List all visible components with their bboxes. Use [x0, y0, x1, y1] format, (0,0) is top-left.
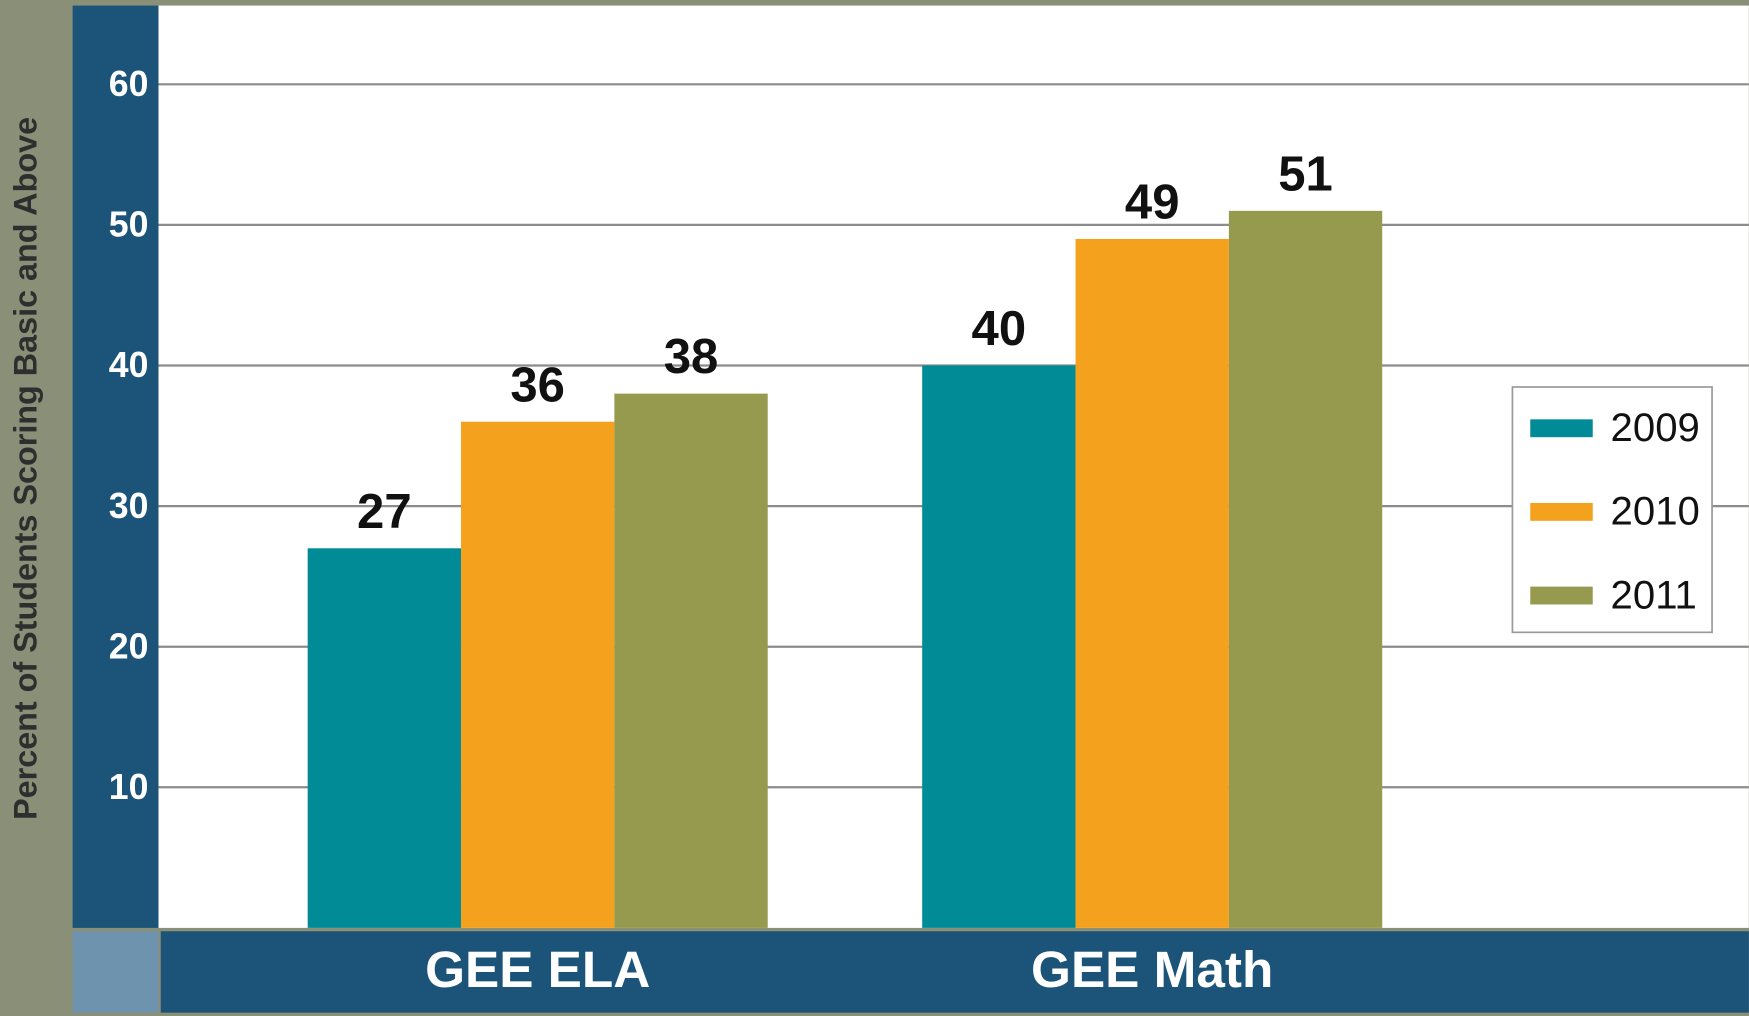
data-label: 49 [1125, 175, 1180, 229]
bars: GEE ELA 27 36 38 GEE Math 40 49 51 [307, 147, 1383, 998]
bar [307, 548, 462, 928]
bar [461, 421, 615, 928]
y-tick-label: 30 [109, 486, 149, 526]
bar [1228, 210, 1383, 928]
data-label: 40 [972, 302, 1027, 356]
data-label: 51 [1278, 147, 1333, 201]
category-band [160, 931, 1749, 1013]
legend-swatch [1530, 586, 1593, 605]
legend-swatch [1530, 502, 1593, 521]
x-tick-label: GEE Math [1031, 941, 1273, 998]
y-tick-label: 60 [109, 64, 149, 104]
x-tick-label: GEE ELA [425, 941, 650, 998]
bar [1075, 238, 1229, 928]
bar [922, 365, 1076, 928]
y-tick-label: 10 [109, 767, 149, 807]
y-tick-label: 20 [109, 626, 149, 666]
legend-label: 2011 [1611, 572, 1697, 617]
data-label: 36 [510, 358, 565, 412]
bar [614, 393, 768, 928]
y-tick-label: 40 [109, 345, 149, 385]
y-axis-label: Percent of Students Scoring Basic and Ab… [8, 117, 44, 820]
legend: 2009 2010 2011 [1511, 386, 1713, 634]
y-axis-panel [72, 5, 159, 928]
data-label: 27 [357, 485, 412, 539]
y-tick-label: 50 [109, 205, 149, 245]
legend-label: 2009 [1611, 405, 1700, 450]
legend-label: 2010 [1611, 489, 1700, 534]
data-label: 38 [664, 330, 719, 384]
corner-block [72, 931, 159, 1013]
legend-swatch [1530, 419, 1593, 438]
